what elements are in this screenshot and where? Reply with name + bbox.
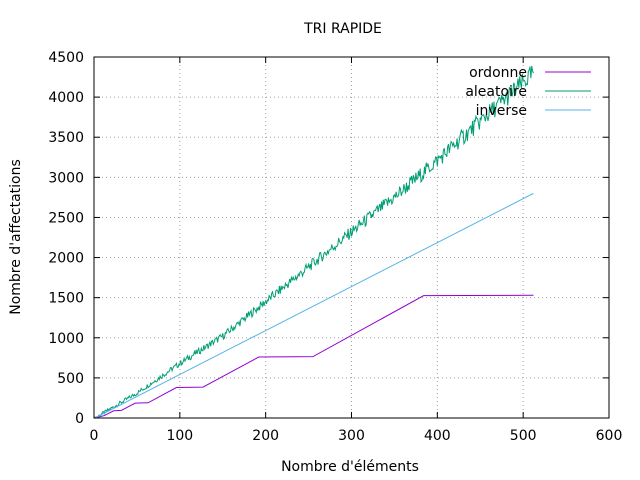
- y-tick-label: 500: [57, 371, 84, 387]
- chart-title: TRI RAPIDE: [303, 21, 382, 37]
- x-tick-label: 100: [166, 428, 193, 444]
- x-axis-label: Nombre d'éléments: [281, 459, 419, 475]
- x-tick-label: 0: [90, 428, 99, 444]
- legend-label-inverse: inverse: [476, 103, 527, 119]
- x-tick-label: 400: [424, 428, 451, 444]
- y-tick-label: 4500: [48, 50, 84, 66]
- plot-series: [94, 65, 534, 419]
- x-tick-label: 500: [510, 428, 537, 444]
- x-tick-label: 200: [252, 428, 279, 444]
- y-tick-label: 1000: [48, 331, 84, 347]
- legend-label-ordonne: ordonne: [469, 65, 527, 81]
- legend: ordonne aleatoire inverse: [465, 65, 591, 119]
- y-tick-label: 1500: [48, 291, 84, 307]
- y-axis-label: Nombre d'affectations: [8, 159, 24, 315]
- y-tick-label: 3500: [48, 130, 84, 146]
- grid: [94, 57, 609, 418]
- x-tick-label: 300: [338, 428, 365, 444]
- series-line-ordonne: [94, 294, 534, 419]
- axis-ticks: 0 100 200 300 400 500 600 0 500 1000 1500 2000 2500 3…: [48, 50, 622, 444]
- y-tick-label: 3000: [48, 170, 84, 186]
- y-tick-label: 2500: [48, 210, 84, 226]
- series-line-inverse: [94, 192, 534, 419]
- y-tick-label: 0: [75, 411, 84, 427]
- legend-label-aleatoire: aleatoire: [465, 84, 527, 100]
- series-line-aleatoire: [94, 65, 534, 419]
- y-tick-label: 2000: [48, 251, 84, 267]
- x-tick-label: 600: [596, 428, 623, 444]
- y-tick-label: 4000: [48, 90, 84, 106]
